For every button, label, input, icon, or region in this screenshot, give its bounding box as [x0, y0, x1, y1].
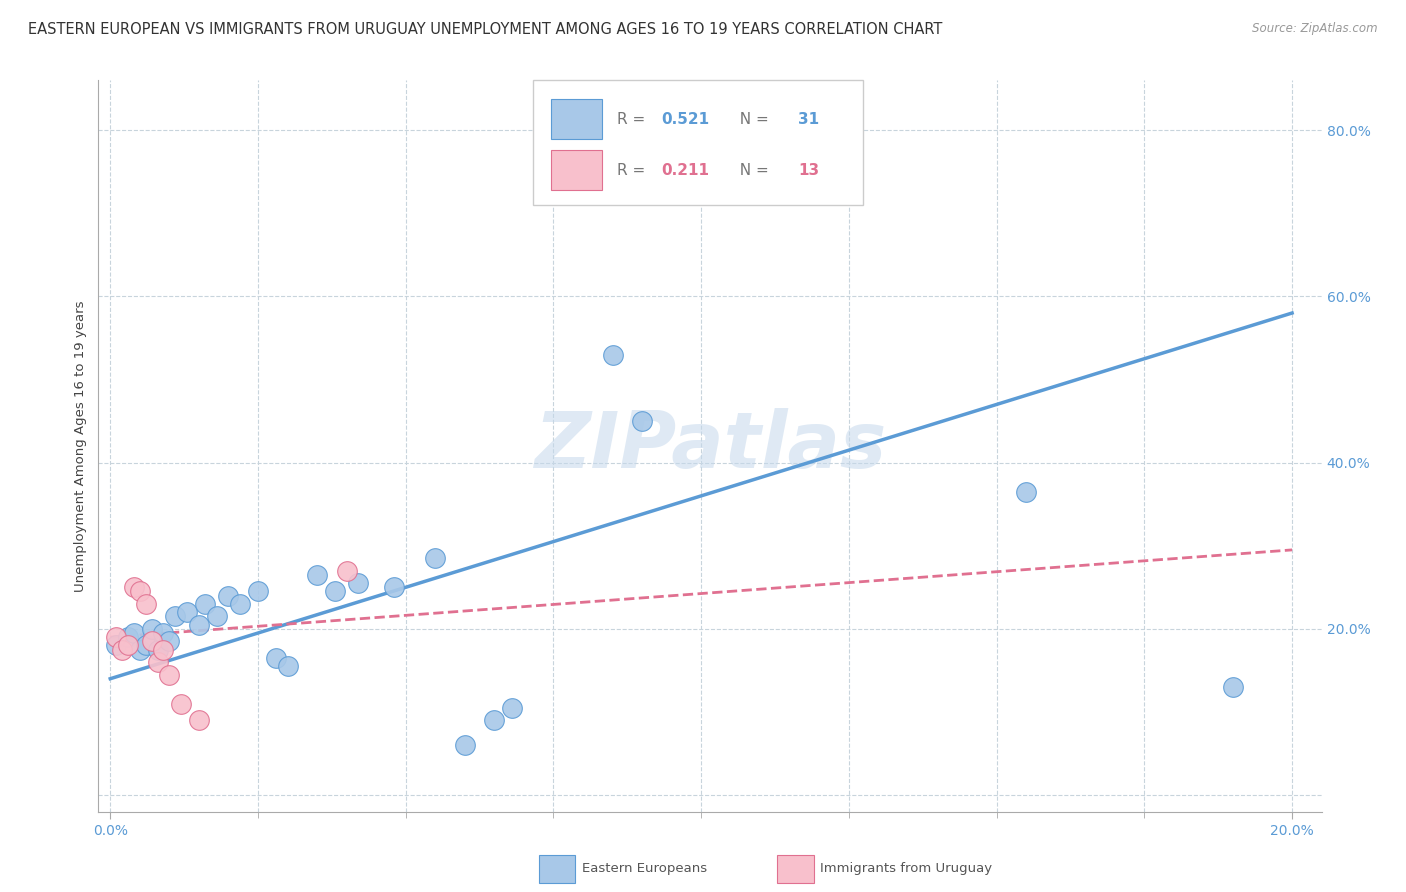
Point [146, 655, 169, 669]
Point [117, 639, 139, 653]
Point [105, 630, 128, 644]
Point [307, 567, 329, 582]
Point [141, 634, 163, 648]
Point [152, 642, 174, 657]
Point [122, 580, 145, 594]
Point [1015, 484, 1038, 499]
Point [176, 605, 198, 619]
Point [157, 634, 180, 648]
Point [165, 609, 187, 624]
FancyBboxPatch shape [533, 80, 863, 204]
Point [141, 622, 163, 636]
Text: 31: 31 [799, 112, 820, 127]
Y-axis label: Unemployment Among Ages 16 to 19 years: Unemployment Among Ages 16 to 19 years [75, 301, 87, 591]
Point [454, 738, 477, 752]
Point [122, 626, 145, 640]
Point [336, 564, 359, 578]
Point [135, 597, 157, 611]
Text: 0.521: 0.521 [661, 112, 709, 127]
Point [1222, 680, 1244, 694]
Point [246, 584, 269, 599]
Point [170, 697, 193, 711]
FancyBboxPatch shape [551, 99, 602, 139]
FancyBboxPatch shape [778, 855, 814, 883]
Point [425, 551, 447, 566]
Text: Source: ZipAtlas.com: Source: ZipAtlas.com [1253, 22, 1378, 36]
Text: N =: N = [730, 112, 773, 127]
Point [347, 576, 370, 591]
Point [105, 639, 128, 653]
Text: EASTERN EUROPEAN VS IMMIGRANTS FROM URUGUAY UNEMPLOYMENT AMONG AGES 16 TO 19 YEA: EASTERN EUROPEAN VS IMMIGRANTS FROM URUG… [28, 22, 942, 37]
Point [111, 642, 134, 657]
Point [631, 414, 654, 428]
Text: Eastern Europeans: Eastern Europeans [582, 863, 707, 875]
Point [276, 659, 298, 673]
FancyBboxPatch shape [538, 855, 575, 883]
Text: ZIPatlas: ZIPatlas [534, 408, 886, 484]
Text: 0.211: 0.211 [661, 162, 709, 178]
Point [602, 347, 624, 362]
Point [135, 639, 157, 653]
Point [217, 589, 239, 603]
Point [157, 667, 180, 681]
Point [323, 584, 346, 599]
Point [484, 714, 506, 728]
Text: N =: N = [730, 162, 773, 178]
Point [264, 651, 287, 665]
Point [205, 609, 228, 624]
Point [117, 630, 139, 644]
Point [501, 701, 523, 715]
Point [229, 597, 252, 611]
Text: 13: 13 [799, 162, 820, 178]
Point [128, 642, 150, 657]
Point [187, 617, 209, 632]
Point [128, 584, 150, 599]
Text: Immigrants from Uruguay: Immigrants from Uruguay [820, 863, 993, 875]
Point [152, 626, 174, 640]
Point [146, 642, 169, 657]
Point [194, 597, 217, 611]
FancyBboxPatch shape [551, 150, 602, 190]
Point [382, 580, 405, 594]
Text: R =: R = [617, 112, 650, 127]
Point [187, 714, 209, 728]
Text: R =: R = [617, 162, 650, 178]
